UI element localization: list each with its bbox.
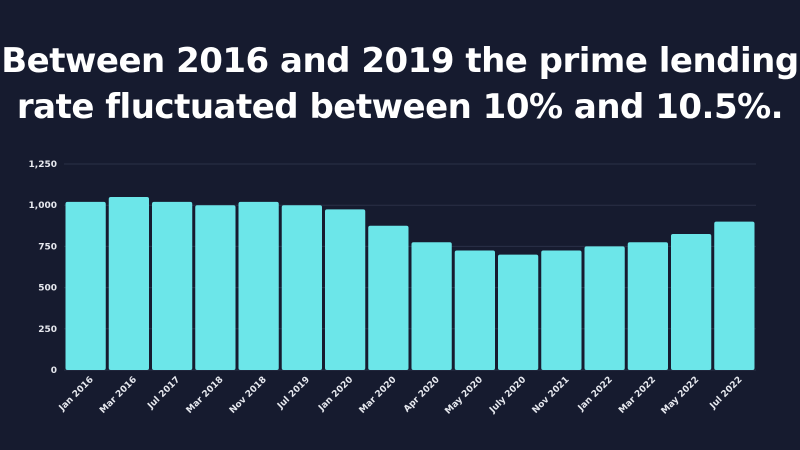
bar	[368, 225, 409, 370]
bar	[281, 205, 322, 370]
y-tick-label: 500	[38, 284, 57, 294]
x-tick-label: Nov 2018	[228, 375, 269, 416]
bar	[411, 242, 452, 370]
x-tick-label: Apr 2020	[402, 375, 442, 415]
bar	[714, 221, 755, 370]
x-tick-label: Mar 2022	[617, 375, 658, 416]
x-tick-label: Mar 2018	[185, 375, 226, 416]
x-tick-label: Nov 2021	[531, 375, 572, 416]
x-tick-label: Jul 2017	[145, 375, 182, 412]
x-tick-label: Jul 2022	[708, 375, 745, 412]
x-axis-ticks: Jan 2016 Mar 2016 Jul 2017 Mar 2018 Nov 2018…	[57, 375, 745, 417]
y-axis-ticks: 0 250 500 750 1,000 1,250	[29, 160, 57, 376]
x-tick-label: Mar 2016	[98, 375, 139, 416]
bar	[65, 201, 106, 370]
x-tick-label: Mar 2020	[358, 375, 399, 416]
x-tick-label: Jan 2016	[57, 375, 96, 414]
bar	[325, 209, 366, 370]
bar	[238, 201, 279, 370]
x-tick-label: Jan 2020	[316, 375, 355, 414]
bar	[108, 196, 149, 370]
bar	[454, 250, 495, 370]
y-tick-label: 1,250	[29, 160, 57, 170]
bars	[65, 196, 755, 370]
chart-title: Between 2016 and 2019 the prime lending …	[1, 41, 799, 127]
x-tick-label: May 2022	[660, 375, 702, 417]
bar	[671, 234, 712, 370]
y-tick-label: 250	[38, 325, 57, 335]
bar	[627, 242, 668, 370]
x-tick-label: Jul 2019	[275, 375, 312, 412]
bar	[541, 250, 582, 370]
bar	[584, 246, 625, 370]
bar	[152, 201, 193, 370]
y-tick-label: 0	[51, 366, 57, 376]
bar	[498, 254, 539, 370]
x-tick-label: July 2020	[487, 375, 528, 416]
x-tick-label: May 2020	[443, 375, 485, 417]
y-tick-label: 1,000	[29, 201, 57, 211]
x-tick-label: Jan 2022	[576, 375, 615, 414]
y-tick-label: 750	[38, 242, 57, 252]
bar	[195, 205, 236, 370]
